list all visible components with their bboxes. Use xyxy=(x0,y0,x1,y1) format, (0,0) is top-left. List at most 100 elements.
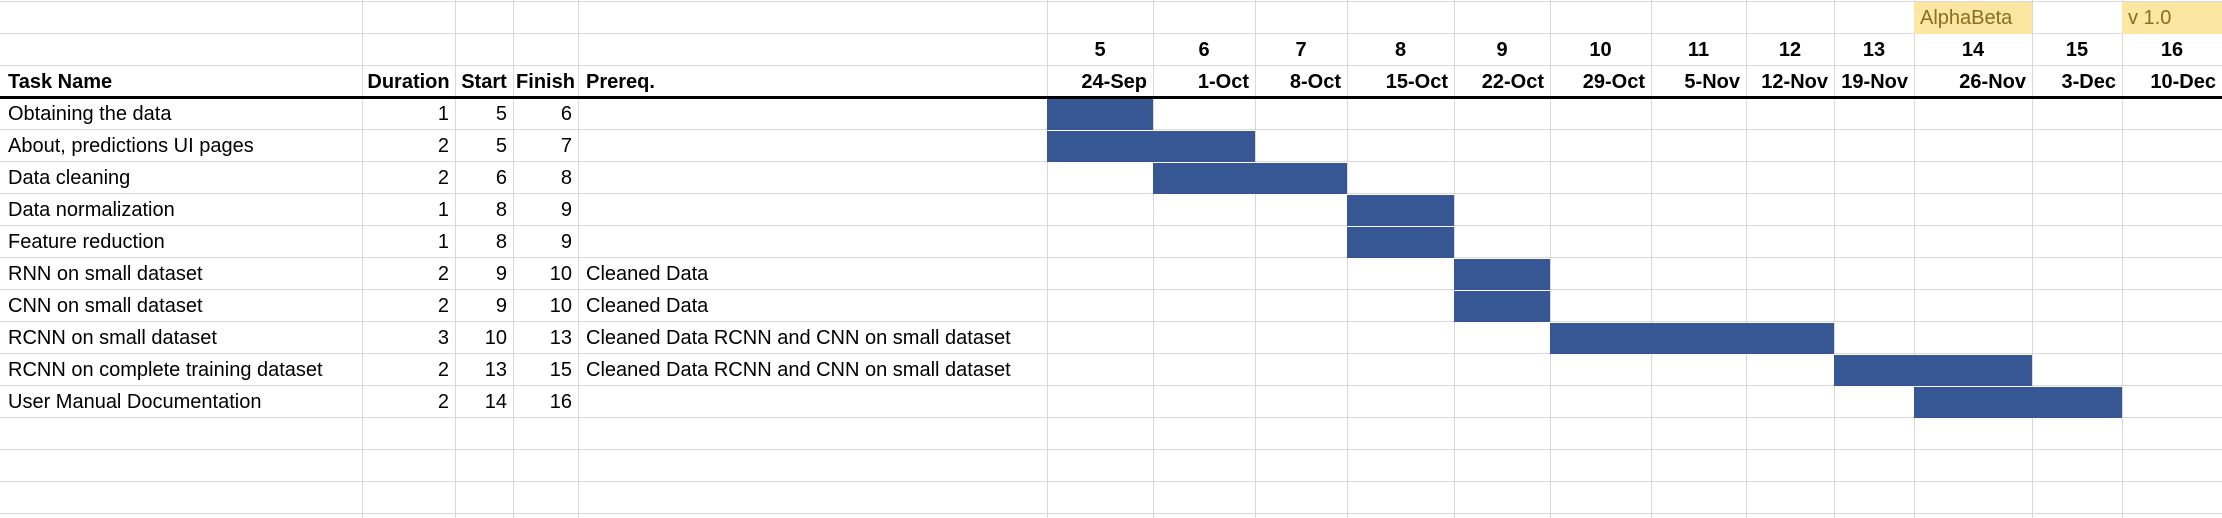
finish-cell[interactable]: 6 xyxy=(560,103,572,125)
week-date[interactable]: 8-Oct xyxy=(1289,71,1341,93)
finish-cell[interactable]: 10 xyxy=(549,295,572,317)
duration-cell[interactable]: 2 xyxy=(437,295,449,317)
task-name-cell[interactable]: RNN on small dataset xyxy=(8,263,203,285)
start-cell[interactable]: 10 xyxy=(484,327,507,349)
prereq-cell[interactable] xyxy=(578,194,1047,226)
prereq-cell[interactable] xyxy=(578,98,1047,130)
gantt-bar[interactable] xyxy=(1047,131,1255,162)
duration-cell[interactable]: 2 xyxy=(437,391,449,413)
grid-column-line xyxy=(1550,0,1551,518)
header-duration[interactable]: Duration xyxy=(367,71,450,93)
duration-cell[interactable]: 1 xyxy=(437,199,449,221)
week-date[interactable]: 22-Oct xyxy=(1481,71,1544,93)
milestone-alphabeta[interactable]: AlphaBeta xyxy=(1914,2,2032,34)
grid-row-line xyxy=(0,513,2222,514)
task-name-cell[interactable]: Data normalization xyxy=(8,199,175,221)
header-start[interactable]: Start xyxy=(461,71,507,93)
task-name-cell[interactable]: Data cleaning xyxy=(8,167,131,189)
finish-cell[interactable]: 9 xyxy=(560,199,572,221)
start-cell[interactable]: 5 xyxy=(495,135,507,157)
grid-column-line xyxy=(2032,0,2033,518)
week-number[interactable]: 13 xyxy=(1862,39,1886,61)
week-number[interactable]: 8 xyxy=(1394,39,1407,61)
task-name-cell[interactable]: RCNN on small dataset xyxy=(8,327,217,349)
gantt-bar[interactable] xyxy=(1454,291,1550,322)
duration-cell[interactable]: 2 xyxy=(437,135,449,157)
milestone-v1[interactable]: v 1.0 xyxy=(2122,2,2222,34)
task-name-cell[interactable]: About, predictions UI pages xyxy=(8,135,254,157)
task-name-cell[interactable]: RCNN on complete training dataset xyxy=(8,359,323,381)
duration-cell[interactable]: 2 xyxy=(437,167,449,189)
task-name-cell[interactable]: CNN on small dataset xyxy=(8,295,203,317)
week-number[interactable]: 14 xyxy=(1961,39,1985,61)
prereq-cell[interactable]: Cleaned Data RCNN and CNN on small datas… xyxy=(586,359,1011,381)
week-number[interactable]: 11 xyxy=(1687,39,1710,61)
week-date[interactable]: 26-Nov xyxy=(1959,71,2026,93)
prereq-cell[interactable]: Cleaned Data RCNN and CNN on small datas… xyxy=(586,327,1011,349)
header-finish[interactable]: Finish xyxy=(516,71,575,93)
start-cell[interactable]: 13 xyxy=(484,359,507,381)
duration-cell[interactable]: 2 xyxy=(437,359,449,381)
week-number[interactable]: 16 xyxy=(2160,39,2184,61)
week-date[interactable]: 29-Oct xyxy=(1582,71,1645,93)
header-task-name[interactable]: Task Name xyxy=(8,71,113,93)
week-number[interactable]: 9 xyxy=(1496,39,1508,61)
header-prereq[interactable]: Prereq. xyxy=(586,71,655,93)
duration-cell[interactable]: 3 xyxy=(437,327,449,349)
start-cell[interactable]: 5 xyxy=(495,103,507,125)
gantt-bar[interactable] xyxy=(1047,99,1153,130)
finish-cell[interactable]: 8 xyxy=(560,167,572,189)
prereq-cell[interactable] xyxy=(578,226,1047,258)
gantt-bar[interactable] xyxy=(1454,259,1550,290)
finish-cell[interactable]: 15 xyxy=(549,359,572,381)
finish-cell[interactable]: 10 xyxy=(549,263,572,285)
start-cell[interactable]: 6 xyxy=(495,167,507,189)
prereq-cell[interactable] xyxy=(578,162,1047,194)
grid-row-line xyxy=(0,385,2222,386)
start-cell[interactable]: 8 xyxy=(495,231,507,253)
week-number[interactable]: 7 xyxy=(1295,39,1307,61)
grid-column-line xyxy=(455,0,456,518)
week-date[interactable]: 24-Sep xyxy=(1081,71,1147,93)
week-date[interactable]: 12-Nov xyxy=(1761,71,1828,93)
prereq-cell[interactable]: Cleaned Data xyxy=(586,295,709,317)
prereq-cell[interactable]: Cleaned Data xyxy=(586,263,709,285)
week-number[interactable]: 15 xyxy=(2065,39,2089,61)
start-cell[interactable]: 9 xyxy=(495,263,507,285)
week-date[interactable]: 1-Oct xyxy=(1197,71,1249,93)
task-name-cell[interactable]: Obtaining the data xyxy=(8,103,172,125)
week-number[interactable]: 12 xyxy=(1778,39,1802,61)
start-cell[interactable]: 14 xyxy=(484,391,507,413)
gantt-bar[interactable] xyxy=(1550,323,1834,354)
finish-cell[interactable]: 7 xyxy=(560,135,572,157)
prereq-cell[interactable] xyxy=(578,386,1047,418)
grid-column-line xyxy=(1914,0,1915,518)
week-date[interactable]: 5-Nov xyxy=(1684,71,1740,93)
duration-cell[interactable]: 2 xyxy=(437,263,449,285)
week-number[interactable]: 6 xyxy=(1198,39,1210,61)
week-date[interactable]: 15-Oct xyxy=(1385,71,1448,93)
task-name-cell[interactable]: Feature reduction xyxy=(8,231,165,253)
finish-cell[interactable]: 9 xyxy=(560,231,572,253)
week-date[interactable]: 10-Dec xyxy=(2150,71,2216,93)
grid-column-line xyxy=(1047,0,1048,518)
week-number[interactable]: 5 xyxy=(1094,39,1106,61)
gantt-bar[interactable] xyxy=(1914,387,2122,418)
finish-cell[interactable]: 13 xyxy=(549,327,572,349)
finish-cell[interactable]: 16 xyxy=(549,391,572,413)
start-cell[interactable]: 8 xyxy=(495,199,507,221)
header-underline xyxy=(0,96,2222,99)
duration-cell[interactable]: 1 xyxy=(437,103,449,125)
week-date[interactable]: 19-Nov xyxy=(1841,71,1908,93)
gantt-bar[interactable] xyxy=(1153,163,1347,194)
gantt-bar[interactable] xyxy=(1834,355,2032,386)
duration-cell[interactable]: 1 xyxy=(437,231,449,253)
gantt-bar[interactable] xyxy=(1347,227,1454,258)
prereq-cell[interactable] xyxy=(578,130,1047,162)
task-name-cell[interactable]: User Manual Documentation xyxy=(8,391,262,413)
start-cell[interactable]: 9 xyxy=(495,295,507,317)
week-number[interactable]: 10 xyxy=(1589,39,1612,61)
grid-row-line xyxy=(0,321,2222,322)
week-date[interactable]: 3-Dec xyxy=(2061,71,2116,93)
gantt-bar[interactable] xyxy=(1347,195,1454,226)
